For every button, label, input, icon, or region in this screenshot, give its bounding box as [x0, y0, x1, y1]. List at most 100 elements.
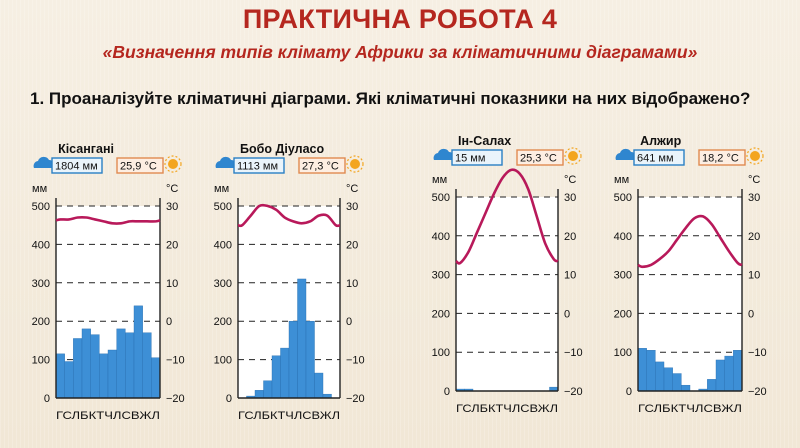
precip-tick-label: 0: [44, 393, 50, 405]
temp-tick-label: 0: [166, 316, 172, 328]
temperature-line: [237, 203, 341, 228]
station-name: Алжир: [640, 134, 682, 148]
precip-total-value: 1804 мм: [55, 161, 98, 173]
station-name: Ін-Салах: [458, 134, 511, 148]
temp-tick-label: 0: [346, 316, 352, 328]
sun-rays: [564, 147, 582, 165]
precip-bar: [314, 372, 324, 399]
precip-bar: [254, 390, 264, 399]
precip-bar: [715, 359, 725, 392]
sun-icon: [568, 151, 578, 161]
precip-bar: [646, 350, 656, 392]
temp-avg-box: [116, 157, 164, 174]
precip-bar: [90, 334, 100, 399]
precip-bar: [637, 348, 647, 392]
temp-avg-value: 25,3 °C: [520, 153, 557, 165]
station-name: Бобо Діуласо: [240, 142, 324, 156]
temp-tick-label: −10: [166, 355, 185, 367]
temp-tick-label: 0: [748, 308, 754, 320]
precip-total-value: 641 мм: [637, 153, 674, 165]
precip-bar: [280, 347, 290, 399]
temp-tick-label: 10: [346, 278, 358, 290]
precip-tick-label: 500: [32, 201, 50, 213]
precip-bar: [707, 379, 717, 392]
temp-tick-label: 30: [346, 201, 358, 213]
precip-tick-label: 100: [614, 347, 632, 359]
temp-tick-label: −20: [748, 386, 767, 398]
temp-tick-label: −20: [166, 393, 185, 405]
slide-title: ПРАКТИЧНА РОБОТА 4: [242, 4, 558, 34]
precip-tick-label: 100: [214, 355, 232, 367]
precip-tick-label: 500: [214, 201, 232, 213]
temperature-line: [637, 214, 743, 269]
temp-tick-label: −20: [564, 386, 583, 398]
rain-cloud-icon: [215, 156, 236, 168]
temp-tick-label: 0: [564, 308, 570, 320]
temp-tick-label: 20: [166, 239, 178, 251]
temp-tick-label: 30: [564, 192, 576, 204]
precip-bar: [133, 305, 143, 399]
precip-total-box: [633, 149, 685, 166]
precip-bar: [733, 350, 743, 392]
temp-avg-value: 18,2 °C: [702, 153, 739, 165]
precip-bar: [125, 332, 135, 399]
sun-rays: [164, 155, 182, 173]
task-question: 1. Проаналізуйте кліматичні діаграми. Як…: [30, 89, 751, 108]
precip-bar: [271, 355, 281, 399]
temp-unit-label: °C: [564, 174, 576, 186]
precip-bar: [99, 353, 109, 399]
precip-total-value: 1113 мм: [237, 161, 278, 173]
precip-bar: [73, 338, 83, 399]
sun-rays: [746, 147, 764, 165]
precip-tick-label: 100: [432, 347, 450, 359]
temperature-line: [455, 168, 559, 265]
precip-unit-label: мм: [432, 174, 447, 186]
precip-tick-label: 300: [432, 270, 450, 282]
precip-bar: [288, 321, 298, 399]
slide-subtitle: «Визначення типів клімату Африки за клім…: [102, 42, 698, 62]
temp-avg-box: [298, 157, 346, 174]
temp-tick-label: 30: [748, 192, 760, 204]
sun-icon: [750, 151, 760, 161]
precip-unit-label: мм: [214, 183, 229, 195]
temp-unit-label: °C: [166, 183, 178, 195]
temp-tick-label: −10: [748, 347, 767, 359]
temp-avg-box: [698, 149, 746, 166]
precip-tick-label: 200: [614, 308, 632, 320]
temp-unit-label: °C: [346, 183, 358, 195]
precip-tick-label: 300: [214, 278, 232, 290]
sun-icon: [168, 159, 178, 169]
rain-cloud-icon: [33, 156, 55, 168]
month-labels: ГСЛБКТЧЛСВЖЛ: [56, 410, 160, 422]
precip-tick-label: 200: [32, 316, 50, 328]
precip-tick-label: 300: [614, 270, 632, 282]
temp-tick-label: 30: [166, 201, 178, 213]
sun-rays: [346, 155, 364, 173]
temp-tick-label: −10: [564, 347, 583, 359]
precip-tick-label: 200: [432, 308, 450, 320]
precip-bar: [64, 361, 74, 399]
temp-avg-box: [516, 149, 564, 166]
precip-tick-label: 400: [214, 239, 232, 251]
temp-avg-value: 27,3 °C: [302, 161, 339, 173]
temp-tick-label: 10: [166, 278, 178, 290]
month-labels: ГСЛБКТЧЛСВЖЛ: [238, 410, 340, 422]
precip-tick-label: 200: [214, 316, 232, 328]
precip-bar: [681, 384, 691, 392]
precip-tick-label: 400: [32, 239, 50, 251]
precip-tick-label: 500: [614, 192, 632, 204]
sun-icon: [350, 159, 360, 169]
precip-bar: [655, 361, 665, 392]
rain-cloud-icon: [433, 148, 454, 160]
temp-tick-label: −20: [346, 393, 365, 405]
month-labels: ГСЛБКТЧЛСВЖЛ: [456, 403, 558, 415]
precip-bar: [142, 332, 152, 399]
precip-bar: [81, 328, 91, 399]
precip-unit-label: мм: [32, 183, 47, 195]
precip-bar: [305, 321, 315, 399]
